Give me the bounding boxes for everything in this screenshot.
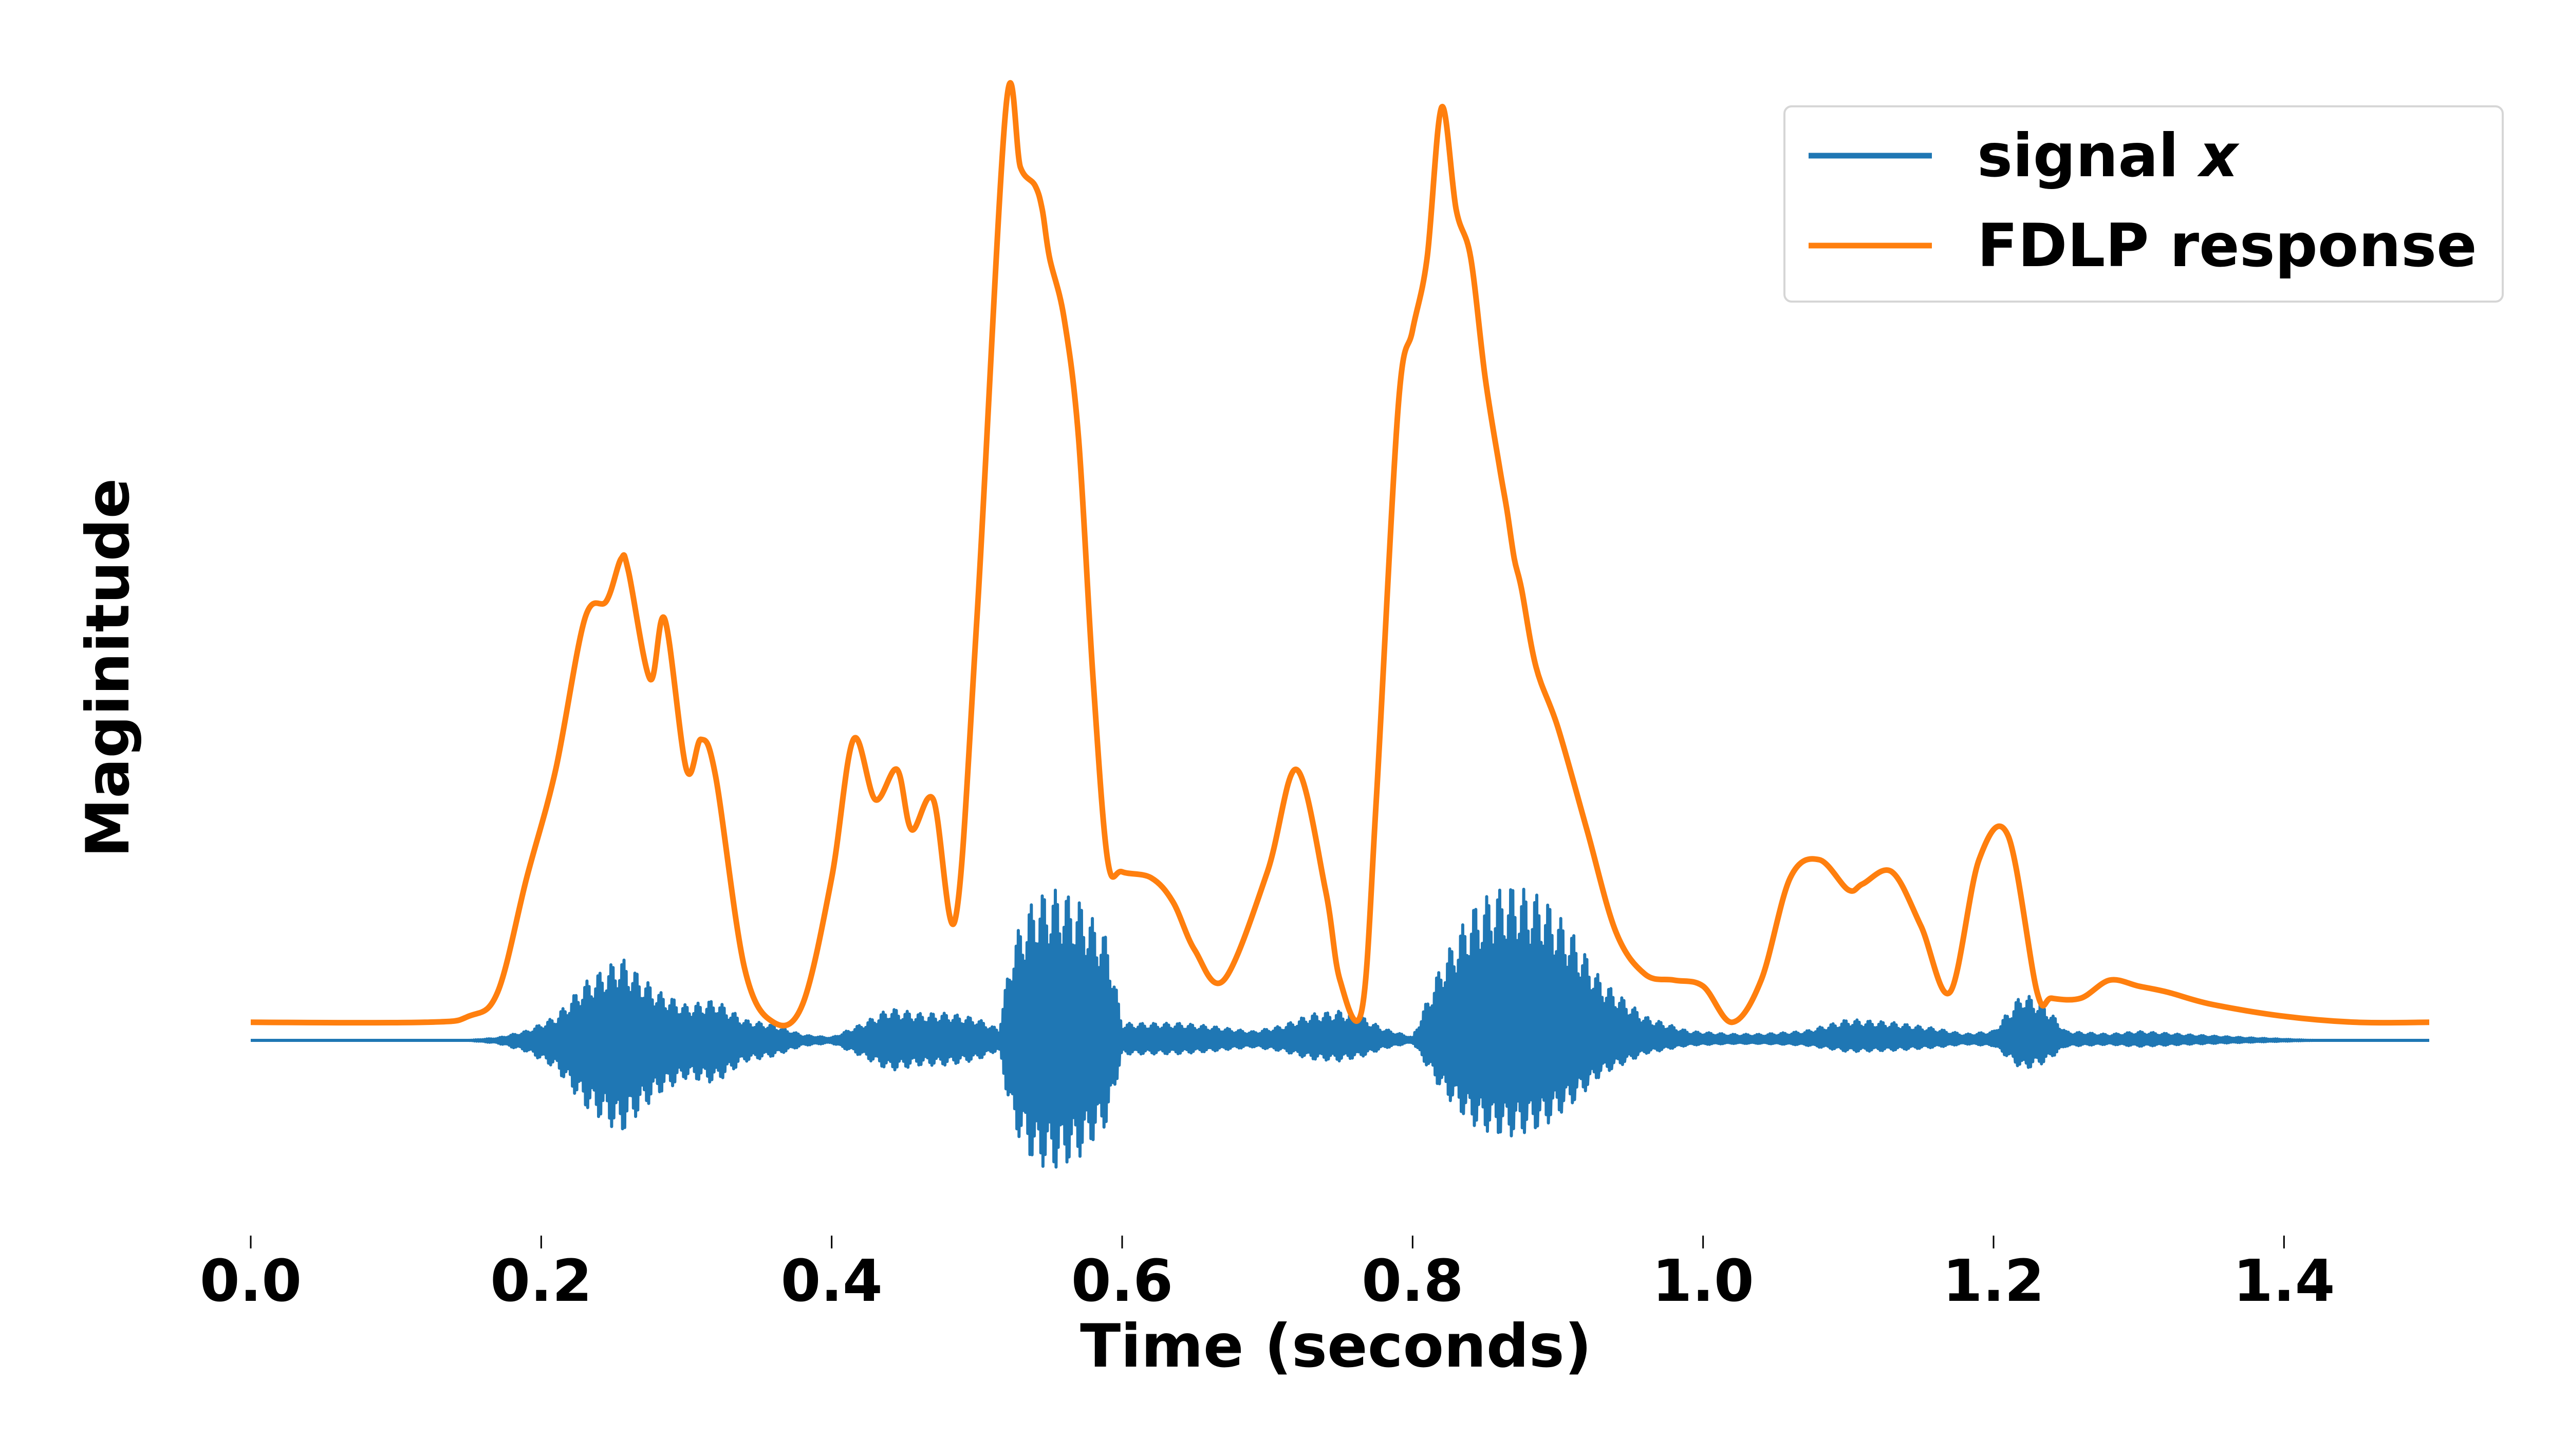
- x-axis: 0.0 0.2 0.4 0.6 0.8 1.0 1.2 1.4: [200, 1236, 2335, 1315]
- x-tick-label: 0.6: [1071, 1248, 1173, 1315]
- x-tick-label: 1.4: [2233, 1248, 2335, 1315]
- x-axis-label: Time (seconds): [1080, 1312, 1592, 1381]
- x-tick-label: 0.2: [490, 1248, 592, 1315]
- x-tick-label: 0.8: [1362, 1248, 1463, 1315]
- signal-x-series: [250, 887, 2430, 1169]
- legend-label-signal: signal x: [1977, 121, 2240, 191]
- plot-area: [250, 80, 2430, 1169]
- x-tick-label: 0.4: [780, 1248, 882, 1315]
- x-tick-label: 0.0: [200, 1248, 302, 1315]
- x-tick-label: 1.0: [1652, 1248, 1754, 1315]
- x-tick-label: 1.2: [1943, 1248, 2044, 1315]
- fdlp-response-line: [250, 80, 2430, 1029]
- y-axis-label: Maginitude: [73, 478, 143, 858]
- legend: signal x FDLP response: [1783, 105, 2504, 303]
- legend-frame: [1783, 105, 2504, 303]
- legend-label-fdlp: FDLP response: [1977, 211, 2477, 281]
- signal-x-line: [250, 887, 2430, 1169]
- fdlp-response-series: [250, 80, 2430, 1029]
